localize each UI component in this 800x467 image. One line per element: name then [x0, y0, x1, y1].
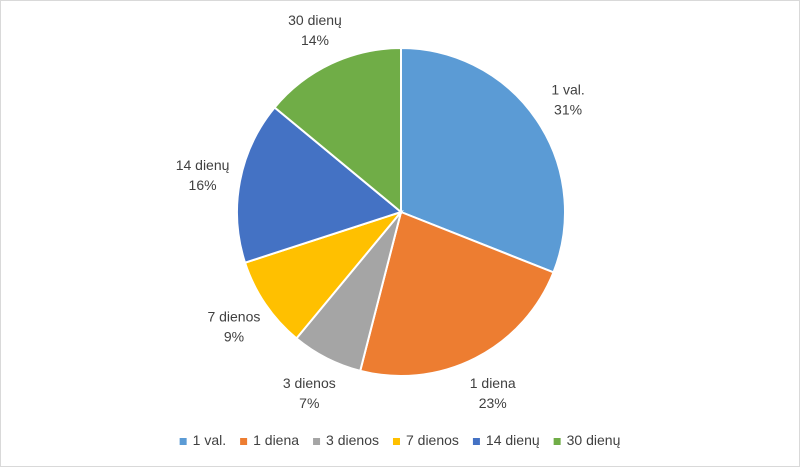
legend-item-3-dienos: 3 dienos	[313, 432, 379, 448]
legend-item-14-dienu: 14 dienų	[472, 432, 540, 448]
legend-swatch-3-dienos	[313, 438, 321, 445]
pie-slice-7-dienos	[243, 209, 404, 340]
legend-swatch-30-dienu	[553, 438, 561, 445]
legend-label-30-dienu: 30 dienų	[567, 432, 621, 448]
pie-slice-1-val	[400, 46, 566, 274]
data-label-category-7-dienos: 7 dienos	[207, 309, 260, 325]
data-label-category-14-dienu: 14 dienų	[176, 157, 230, 173]
legend-item-7-dienos: 7 dienos	[392, 432, 459, 448]
data-label-value-1-diena: 23%	[479, 395, 507, 411]
data-label-value-14-dienu: 16%	[189, 177, 217, 193]
pie-data-labels: 1 val. 31% 1 diena 23% 3 dienos 7% 7 dienos 9% 1…	[176, 12, 585, 411]
legend-label-7-dienos: 7 dienos	[406, 432, 459, 448]
legend-swatch-7-dienos	[392, 438, 400, 445]
legend-item-30-dienu: 30 dienų	[553, 432, 621, 448]
legend-label-14-dienu: 14 dienų	[486, 432, 540, 448]
data-label-category-30-dienu: 30 dienų	[288, 12, 342, 28]
chart-legend: 1 val. 1 diena 3 dienos 7 dienos 14 dienų 30 …	[179, 432, 621, 448]
pie-slices	[236, 46, 566, 377]
legend-label-1-diena: 1 diena	[253, 432, 299, 448]
data-label-value-1-val: 31%	[554, 101, 582, 117]
data-label-category-1-diena: 1 diena	[470, 375, 516, 391]
pie-slice-30-dienu	[273, 46, 402, 215]
legend-label-3-dienos: 3 dienos	[326, 432, 379, 448]
data-label-value-7-dienos: 9%	[224, 329, 244, 345]
pie-slice-14-dienu	[236, 106, 404, 264]
legend-swatch-1-diena	[240, 438, 248, 445]
pie-slice-1-diena	[358, 210, 555, 377]
legend-item-1-diena: 1 diena	[240, 432, 299, 448]
data-label-category-3-dienos: 3 dienos	[283, 375, 336, 391]
data-label-value-30-dienu: 14%	[301, 32, 329, 48]
data-label-category-1-val: 1 val.	[551, 81, 584, 97]
legend-swatch-14-dienu	[472, 438, 480, 445]
data-label-value-3-dienos: 7%	[299, 395, 319, 411]
legend-label-1-val: 1 val.	[193, 432, 226, 448]
legend-swatch-1-val	[179, 438, 187, 445]
legend-item-1-val: 1 val.	[179, 432, 226, 448]
